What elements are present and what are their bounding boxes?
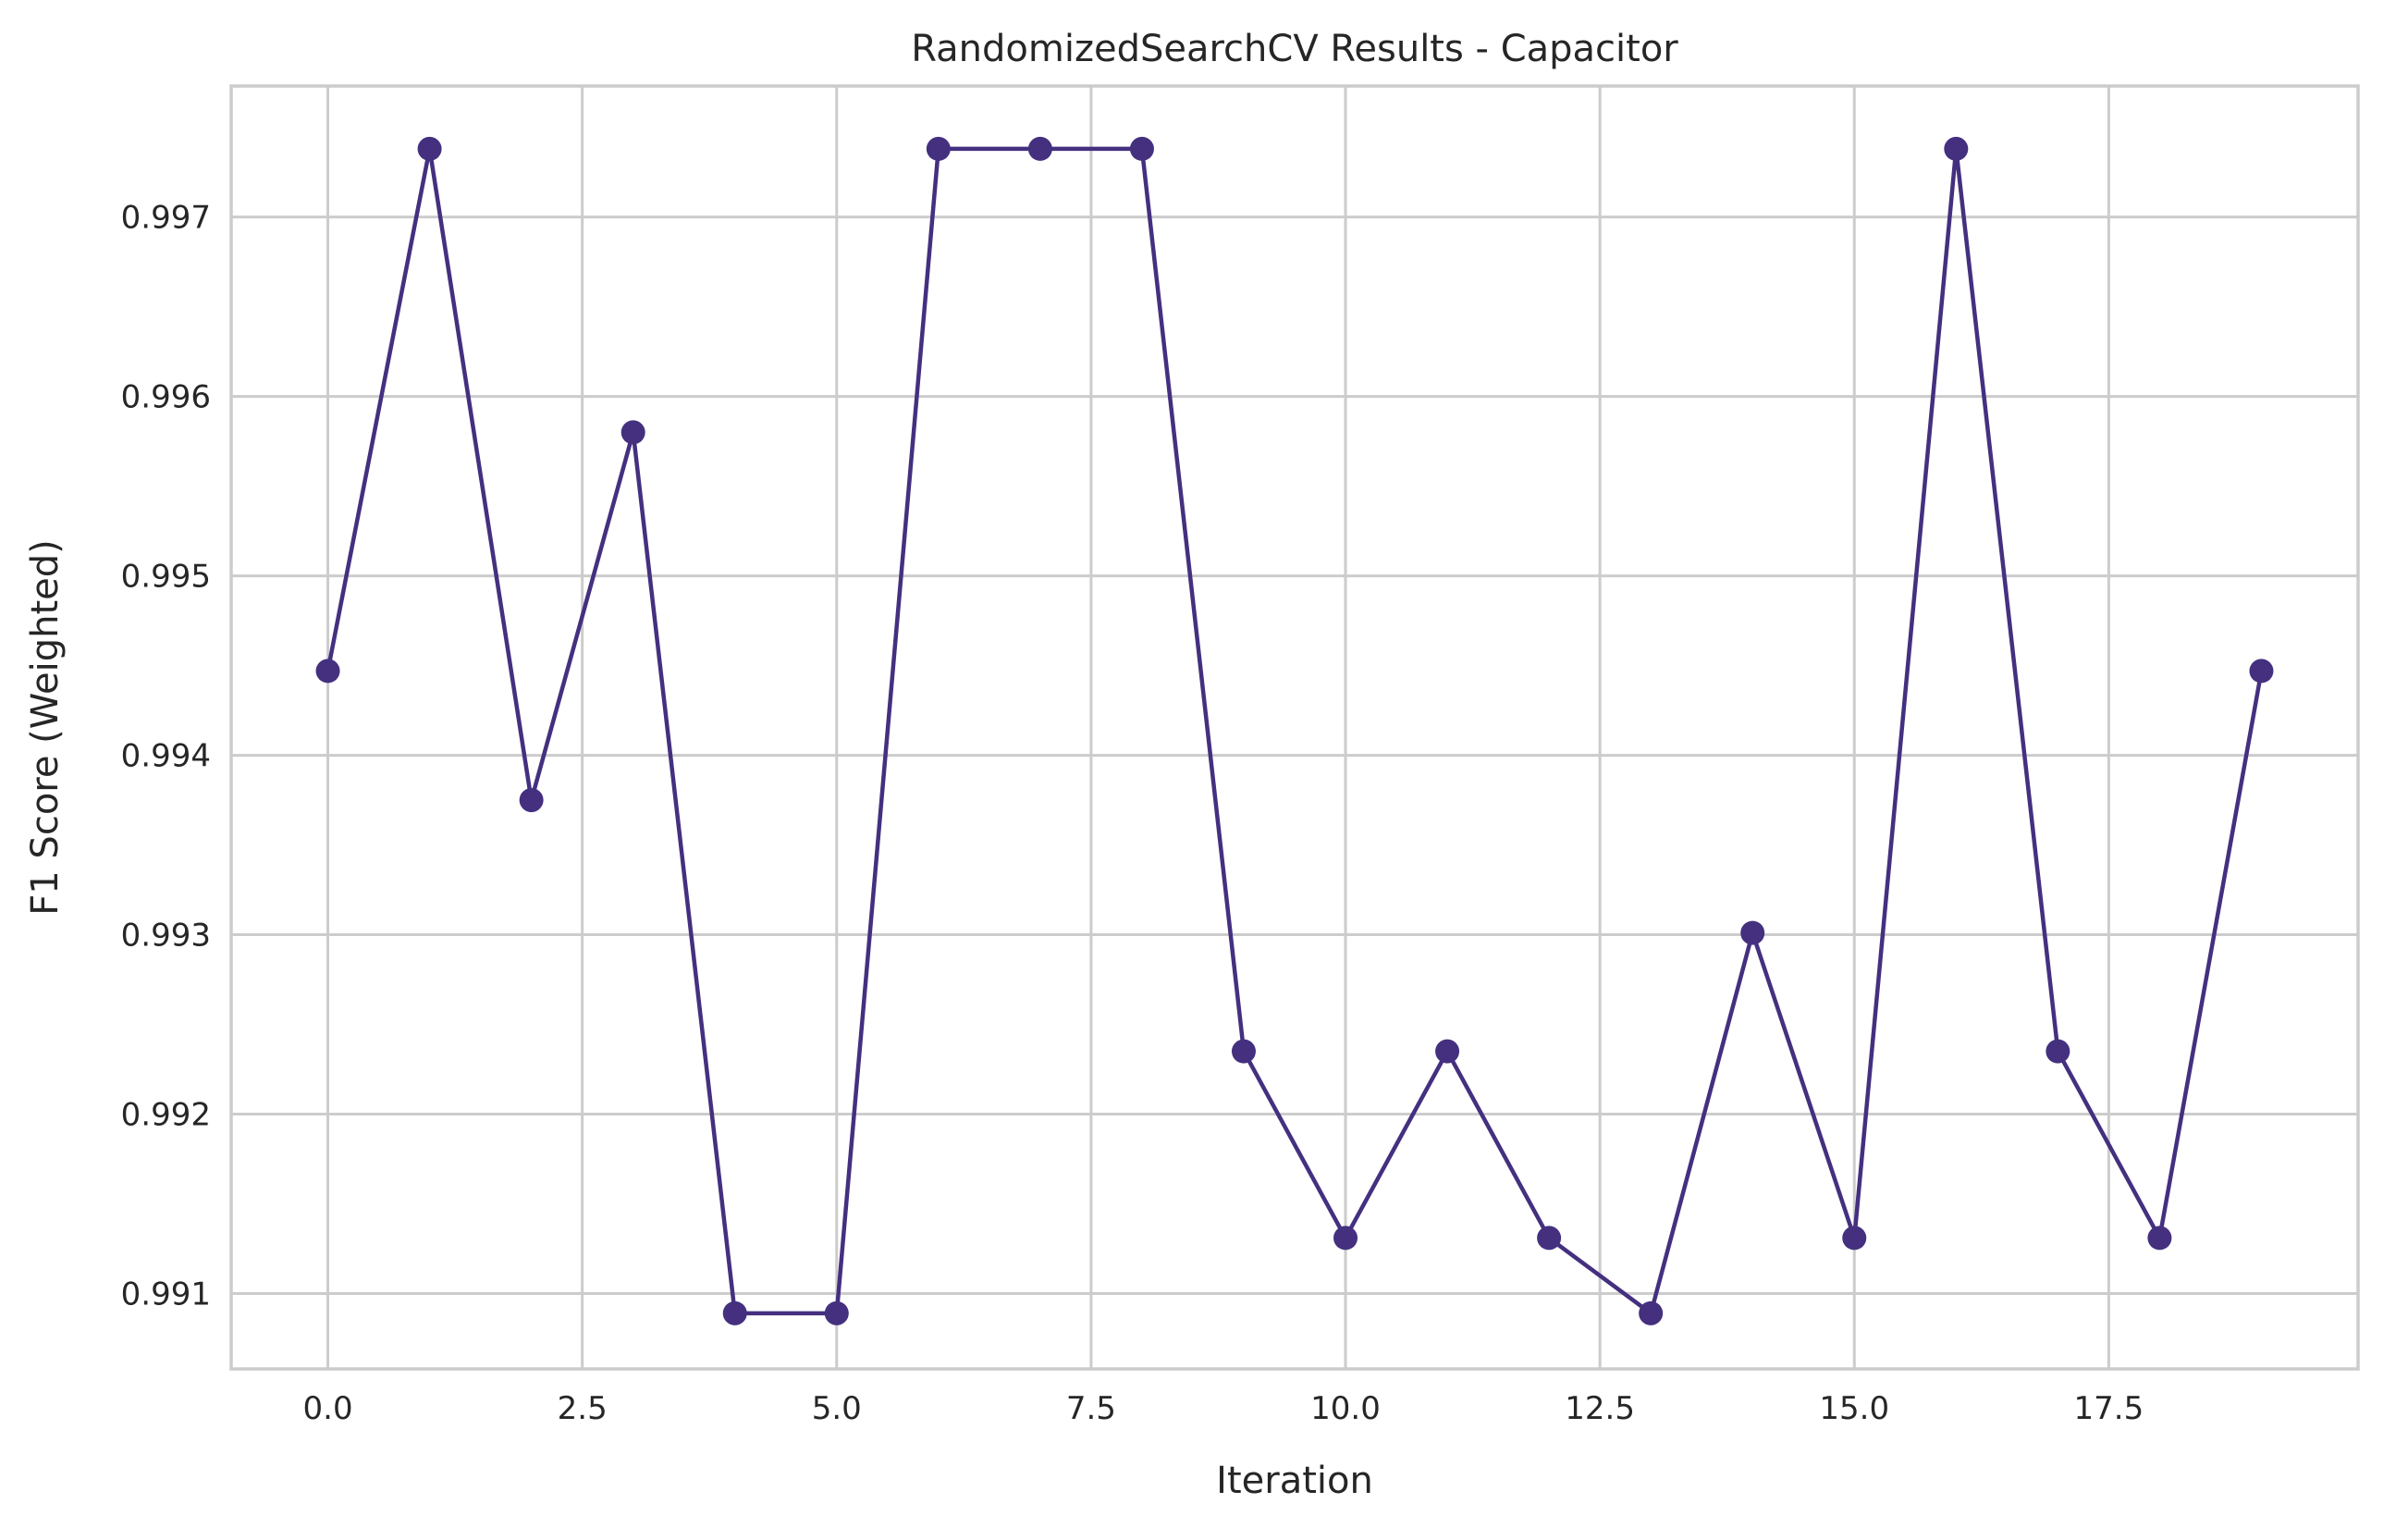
- y-tick-label: 0.997: [121, 200, 211, 237]
- plot-frame: [229, 84, 2360, 1371]
- data-point: [315, 659, 340, 684]
- data-point: [2046, 1039, 2070, 1064]
- data-point: [417, 136, 442, 161]
- y-tick-label: 0.995: [121, 559, 211, 596]
- x-tick-labels: 0.0 2.5 5.0 7.5 10.0 12.5 15.0 17.5: [303, 1390, 2144, 1427]
- y-tick-label: 0.993: [121, 918, 211, 955]
- data-point: [1639, 1300, 1664, 1325]
- x-tick-label: 15.0: [1819, 1390, 1889, 1427]
- y-tick-labels: 0.991 0.992 0.993 0.994 0.995 0.996 0.997: [121, 200, 211, 1313]
- x-tick-label: 10.0: [1310, 1390, 1381, 1427]
- data-point: [1333, 1226, 1358, 1251]
- chart-title: RandomizedSearchCV Results - Capacitor: [911, 28, 1678, 70]
- data-point: [926, 136, 951, 161]
- data-point: [1537, 1226, 1562, 1251]
- series-layer: [315, 136, 2274, 1325]
- x-tick-label: 0.0: [303, 1390, 353, 1427]
- y-tick-label: 0.991: [121, 1276, 211, 1313]
- y-tick-label: 0.994: [121, 738, 211, 775]
- data-point: [722, 1300, 747, 1325]
- y-tick-label: 0.996: [121, 379, 211, 416]
- series-line: [326, 146, 2264, 1316]
- data-point: [1435, 1039, 1460, 1064]
- data-point: [1740, 920, 1765, 945]
- x-tick-label: 12.5: [1565, 1390, 1635, 1427]
- data-point: [1842, 1226, 1867, 1251]
- x-tick-label: 5.0: [812, 1390, 862, 1427]
- y-axis-label: F1 Score (Weighted): [24, 539, 67, 915]
- x-tick-label: 17.5: [2074, 1390, 2144, 1427]
- data-point: [1027, 136, 1052, 161]
- data-point: [2249, 659, 2274, 684]
- data-point: [1231, 1039, 1256, 1064]
- data-point: [1129, 136, 1154, 161]
- data-point: [519, 788, 544, 813]
- data-point: [2147, 1226, 2172, 1251]
- data-point: [1944, 136, 1969, 161]
- data-point: [824, 1300, 849, 1325]
- y-tick-label: 0.992: [121, 1097, 211, 1134]
- x-tick-label: 7.5: [1066, 1390, 1116, 1427]
- x-tick-label: 2.5: [558, 1390, 608, 1427]
- x-axis-label: Iteration: [1216, 1460, 1373, 1502]
- data-point: [620, 420, 645, 445]
